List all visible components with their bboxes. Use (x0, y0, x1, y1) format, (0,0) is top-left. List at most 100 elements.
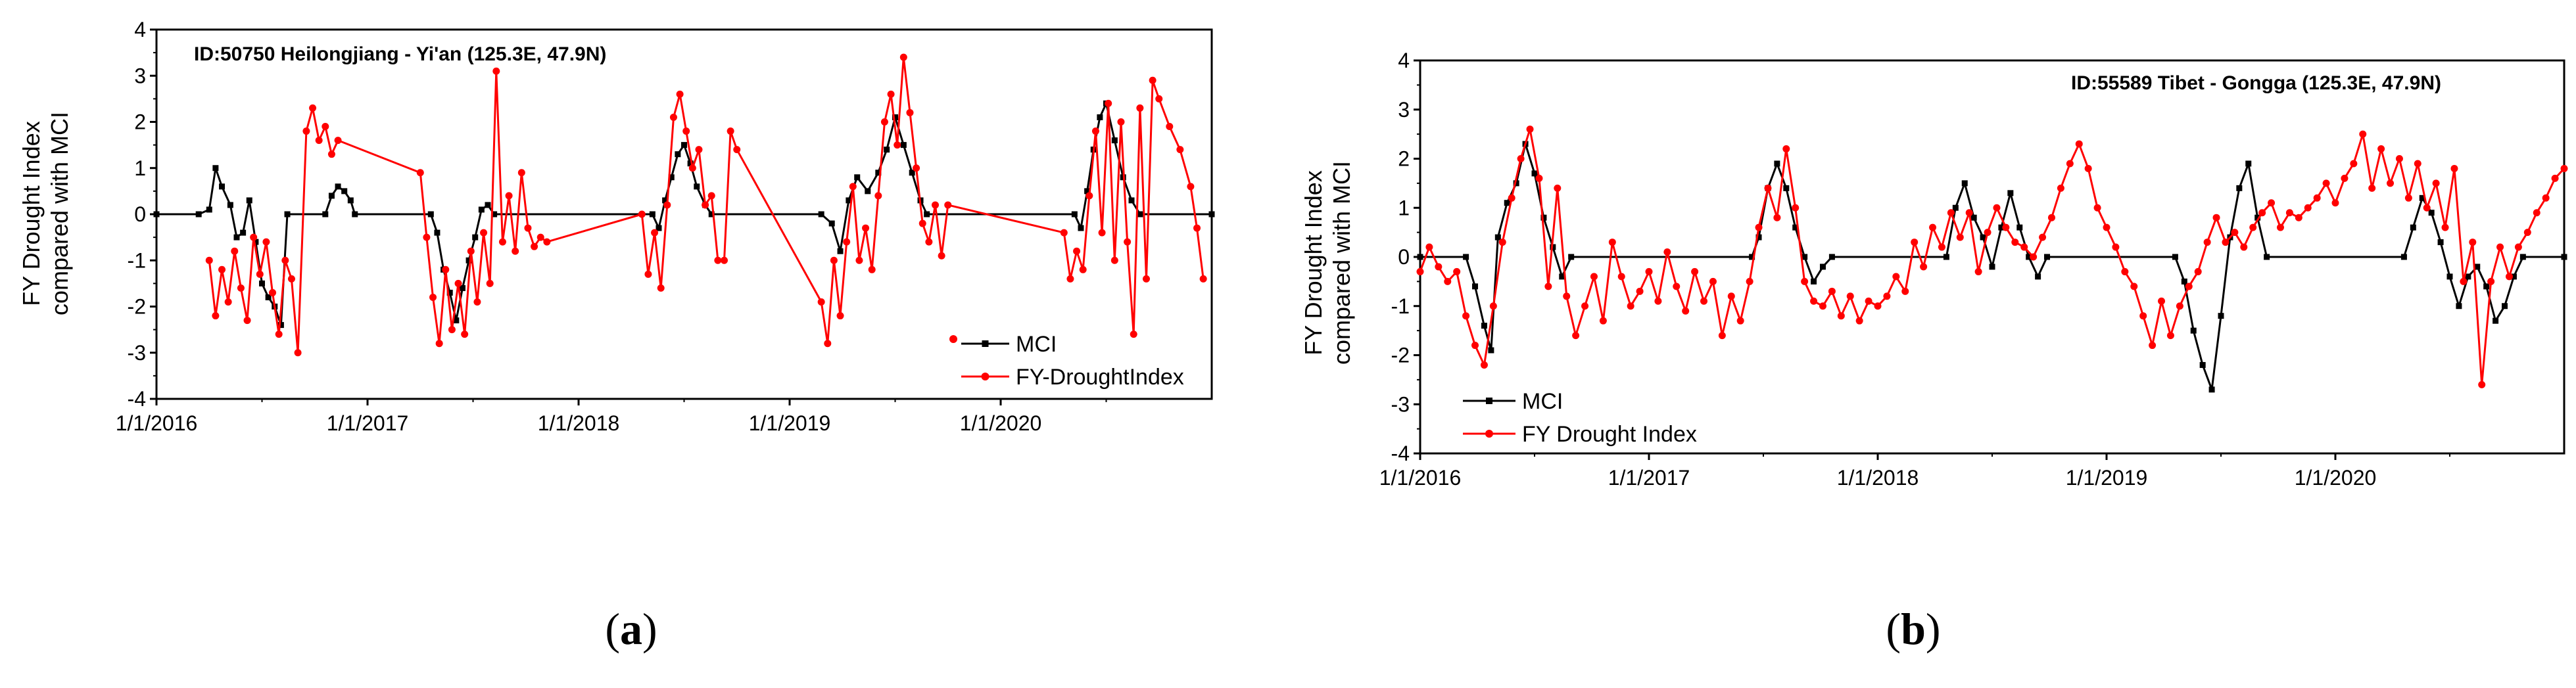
data-point (219, 183, 226, 190)
data-point (512, 247, 519, 255)
data-point (1783, 185, 1790, 191)
data-point (651, 229, 659, 237)
data-point (2236, 185, 2243, 191)
data-point (262, 238, 270, 246)
data-point (1792, 204, 1800, 212)
panel-label-a-close: ) (642, 604, 657, 654)
data-point (2176, 302, 2183, 310)
data-point (2446, 273, 2453, 280)
series-mci (153, 100, 1215, 329)
legend-label-mci: MCI (1522, 389, 1563, 414)
data-point (849, 183, 857, 191)
y-tick-label: 2 (1398, 147, 1410, 171)
data-point (707, 192, 715, 200)
data-point (1645, 267, 1653, 275)
data-point (327, 150, 335, 158)
data-point (231, 247, 239, 255)
data-point (480, 229, 488, 237)
data-point (2496, 243, 2504, 251)
data-point (1105, 99, 1112, 107)
panel-label-b-letter: b (1901, 604, 1926, 654)
data-point (448, 326, 456, 334)
data-point (2218, 313, 2224, 319)
data-point (265, 294, 272, 300)
x-tick-label: 1/1/2018 (538, 411, 620, 435)
data-point (2044, 254, 2051, 260)
data-point (931, 201, 939, 209)
data-point (892, 114, 898, 120)
data-point (1617, 273, 1625, 281)
y-tick-label: 4 (1398, 49, 1410, 72)
data-point (1911, 239, 1919, 246)
data-point (1488, 347, 1494, 354)
data-point (1128, 197, 1135, 204)
data-point (702, 201, 709, 209)
data-point (1837, 312, 1845, 320)
data-point (277, 322, 284, 329)
data-point (1117, 118, 1125, 126)
legend-swatch-fy (961, 373, 1009, 380)
data-point (1435, 263, 1443, 271)
data-point (1176, 146, 1184, 154)
data-point (2432, 179, 2440, 187)
data-point (2254, 214, 2261, 221)
data-point (1208, 211, 1215, 218)
data-point (341, 188, 348, 195)
data-point (1563, 292, 1571, 300)
data-point (1462, 312, 1470, 320)
data-point (1749, 254, 1755, 260)
data-point (347, 197, 354, 204)
data-point (2533, 209, 2540, 217)
data-point (855, 256, 863, 264)
data-point (2190, 327, 2197, 334)
data-point (259, 280, 265, 287)
data-point (1810, 297, 1818, 305)
data-point (1199, 275, 1207, 283)
data-point (2130, 283, 2138, 290)
data-point (537, 233, 544, 241)
data-point (1627, 302, 1634, 310)
data-point (1078, 225, 1084, 231)
data-point (2057, 184, 2064, 192)
station-annotation: ID:55589 Tibet - Gongga (125.3E, 47.9N) (2071, 72, 2441, 94)
data-point (656, 225, 662, 231)
panel-label-a-open: ( (605, 604, 620, 654)
data-point (2203, 239, 2211, 246)
data-point (2523, 229, 2531, 237)
data-point (2387, 179, 2395, 187)
data-point (669, 113, 677, 121)
data-point (694, 183, 700, 190)
data-point (2030, 253, 2038, 261)
data-point (233, 234, 240, 241)
data-point (1673, 283, 1681, 290)
data-point (2493, 317, 2499, 324)
data-point (2172, 254, 2178, 260)
data-point (491, 211, 498, 218)
chart-a: FY Drought Index compared with MCI -4-3-… (18, 18, 1215, 435)
data-point (2419, 195, 2425, 201)
data-point (830, 256, 838, 264)
data-point (1654, 297, 1662, 305)
data-point (1535, 174, 1543, 182)
data-point (1098, 229, 1106, 237)
y-axis-title-line2: compared with MCI (46, 112, 73, 315)
series-fy (1416, 126, 2568, 388)
data-point (720, 256, 728, 264)
series-fy (205, 53, 1207, 357)
data-point (1970, 214, 1977, 221)
data-point (485, 202, 491, 208)
y-tick-label: 3 (1398, 98, 1410, 122)
data-point (687, 160, 694, 167)
data-point (429, 293, 437, 301)
data-point (2505, 273, 2513, 281)
data-point (1471, 342, 1479, 350)
data-point (2185, 283, 2193, 290)
data-point (1540, 214, 1547, 221)
data-point (442, 265, 450, 273)
data-point (1998, 224, 2005, 231)
data-point (727, 127, 734, 135)
data-point (1544, 283, 1552, 290)
data-point (1828, 254, 1835, 260)
data-point (2075, 140, 2083, 148)
chart-b-axes: -4 -3 -2 -1 0 1 2 3 4 1/1/2016 1/1/2017 1/1/2018 1/1… (1379, 49, 2565, 490)
